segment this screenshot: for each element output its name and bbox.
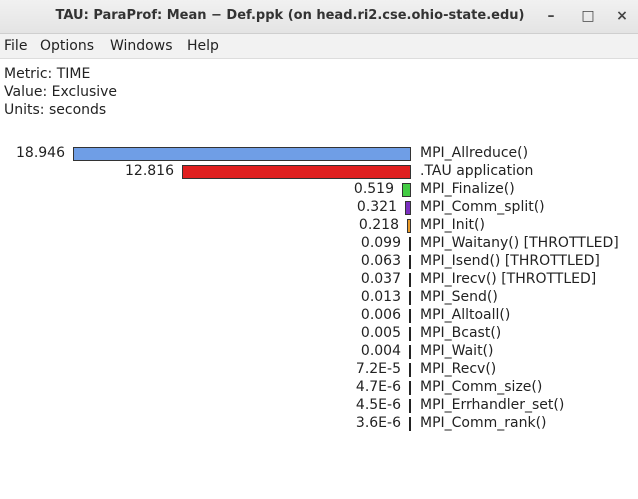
bar-value-label: 18.946 xyxy=(16,145,65,161)
bar-value-label: 4.5E-6 xyxy=(355,397,401,413)
units-label: Units: seconds xyxy=(4,102,107,118)
menu-options[interactable]: Options xyxy=(40,38,95,54)
bar-value-label: 7.2E-5 xyxy=(355,361,401,377)
bar-value-label: 3.6E-6 xyxy=(355,415,401,431)
window-title: TAU: ParaProf: Mean − Def.ppk (on head.r… xyxy=(55,8,525,23)
bar-11[interactable] xyxy=(409,345,411,359)
bar-6[interactable] xyxy=(409,255,411,269)
function-name-label[interactable]: MPI_Finalize() xyxy=(420,181,515,197)
function-name-label[interactable]: MPI_Irecv() [THROTTLED] xyxy=(420,271,597,287)
bar-5[interactable] xyxy=(409,237,411,251)
function-name-label[interactable]: MPI_Send() xyxy=(420,289,498,305)
metric-label: Metric: TIME xyxy=(4,66,91,82)
function-name-label[interactable]: MPI_Waitany() [THROTTLED] xyxy=(420,235,619,251)
function-name-label[interactable]: MPI_Wait() xyxy=(420,343,494,359)
maximize-button[interactable]: □ xyxy=(581,8,595,24)
bar-value-label: 12.816 xyxy=(125,163,174,179)
bar-value-label: 0.013 xyxy=(360,289,401,305)
title-bar: TAU: ParaProf: Mean − Def.ppk (on head.r… xyxy=(0,0,638,34)
bar-4[interactable] xyxy=(407,219,411,233)
function-name-label[interactable]: MPI_Allreduce() xyxy=(420,145,529,161)
close-button[interactable]: × xyxy=(616,8,628,24)
function-name-label[interactable]: MPI_Alltoall() xyxy=(420,307,511,323)
function-name-label[interactable]: MPI_Comm_size() xyxy=(420,379,543,395)
bar-value-label: 0.004 xyxy=(360,343,401,359)
function-name-label[interactable]: MPI_Comm_rank() xyxy=(420,415,547,431)
bar-value-label: 4.7E-6 xyxy=(355,379,401,395)
bar-8[interactable] xyxy=(409,291,411,305)
bar-value-label: 0.099 xyxy=(360,235,401,251)
function-name-label[interactable]: MPI_Recv() xyxy=(420,361,497,377)
bar-13[interactable] xyxy=(409,381,411,395)
bar-1[interactable] xyxy=(182,165,411,179)
bar-14[interactable] xyxy=(409,399,411,413)
function-name-label[interactable]: MPI_Init() xyxy=(420,217,485,233)
function-name-label[interactable]: MPI_Errhandler_set() xyxy=(420,397,565,413)
function-name-label[interactable]: MPI_Bcast() xyxy=(420,325,502,341)
bar-value-label: 0.037 xyxy=(360,271,401,287)
bar-value-label: 0.321 xyxy=(356,199,397,215)
function-name-label[interactable]: .TAU application xyxy=(420,163,534,179)
bar-0[interactable] xyxy=(73,147,411,161)
bar-value-label: 0.005 xyxy=(360,325,401,341)
bar-10[interactable] xyxy=(409,327,411,341)
function-name-label[interactable]: MPI_Isend() [THROTTLED] xyxy=(420,253,600,269)
bar-2[interactable] xyxy=(402,183,411,197)
bar-7[interactable] xyxy=(409,273,411,287)
bar-9[interactable] xyxy=(409,309,411,323)
bar-12[interactable] xyxy=(409,363,411,377)
bar-value-label: 0.063 xyxy=(360,253,401,269)
menu-file[interactable]: File xyxy=(4,38,28,54)
bar-3[interactable] xyxy=(405,201,411,215)
menu-bar: File Options Windows Help xyxy=(0,34,638,59)
bar-value-label: 0.006 xyxy=(360,307,401,323)
value-type-label: Value: Exclusive xyxy=(4,84,118,100)
bar-value-label: 0.218 xyxy=(358,217,399,233)
menu-help[interactable]: Help xyxy=(187,38,219,54)
bar-value-label: 0.519 xyxy=(353,181,394,197)
menu-windows[interactable]: Windows xyxy=(110,38,173,54)
function-name-label[interactable]: MPI_Comm_split() xyxy=(420,199,545,215)
bar-15[interactable] xyxy=(409,417,411,431)
minimize-button[interactable]: – xyxy=(547,8,555,24)
